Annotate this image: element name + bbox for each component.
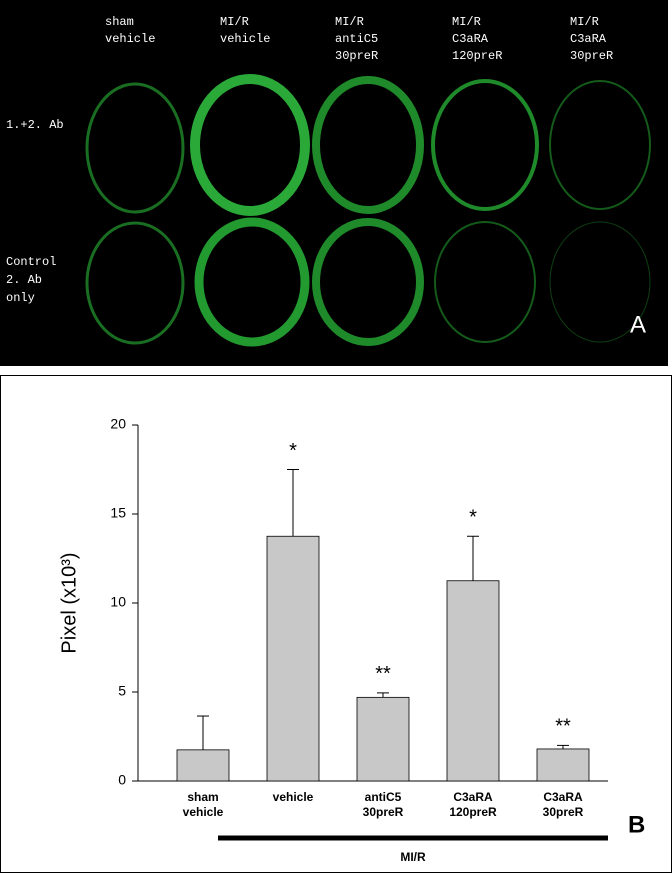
bar — [536, 748, 590, 782]
x-tick-label: antiC5 30preR — [363, 790, 404, 819]
column-label: MI/R — [570, 15, 599, 29]
column-label: MI/R — [335, 15, 364, 29]
column-label: antiC5 — [335, 32, 378, 46]
significance-label: * — [289, 440, 297, 462]
y-tick-label: 5 — [118, 683, 126, 699]
bar — [356, 696, 410, 782]
column-label: 120preR — [452, 49, 502, 63]
micrograph-panel — [0, 0, 668, 366]
x-tick-label: C3aRA 30preR — [543, 790, 584, 819]
column-label: sham — [105, 15, 134, 29]
x-tick-label: C3aRA 120preR — [449, 790, 497, 819]
significance-label: * — [469, 507, 477, 529]
heart-sections — [85, 74, 651, 347]
column-label: MI/R — [452, 15, 481, 29]
x-tick-label: vehicle — [273, 790, 314, 804]
column-label: C3aRA — [570, 32, 607, 46]
column-label: 30preR — [335, 49, 378, 63]
row-label: 1.+2. Ab — [6, 118, 64, 132]
group-label: MI/R — [400, 850, 426, 864]
row-label: Control — [6, 255, 56, 269]
column-label: vehicle — [105, 32, 155, 46]
row-label: only — [6, 291, 35, 305]
column-label: MI/R — [220, 15, 249, 29]
y-tick-label: 15 — [110, 505, 126, 521]
x-tick-label: sham vehicle — [183, 790, 224, 819]
y-axis-label: Pixel (x10³) — [58, 552, 80, 653]
y-tick-label: 20 — [110, 416, 126, 432]
significance-label: ** — [375, 663, 391, 685]
panel-label: B — [628, 811, 645, 838]
column-label: 30preR — [570, 49, 613, 63]
significance-label: ** — [555, 716, 571, 738]
panel-a-labels: sham vehicle MI/R vehicle MI/R antiC5 30preR MI… — [6, 15, 646, 338]
column-label: vehicle — [220, 32, 270, 46]
bar — [446, 580, 500, 782]
panel-label: A — [630, 311, 646, 338]
y-tick-label: 0 — [118, 772, 126, 788]
bar — [266, 535, 320, 782]
bar — [176, 749, 230, 782]
row-label: 2. Ab — [6, 273, 42, 287]
y-tick-label: 10 — [110, 594, 126, 610]
column-label: C3aRA — [452, 32, 489, 46]
chart: 0 5 10 15 20 Pixel (x10³) sham vehicle * vehicle *… — [58, 416, 645, 864]
